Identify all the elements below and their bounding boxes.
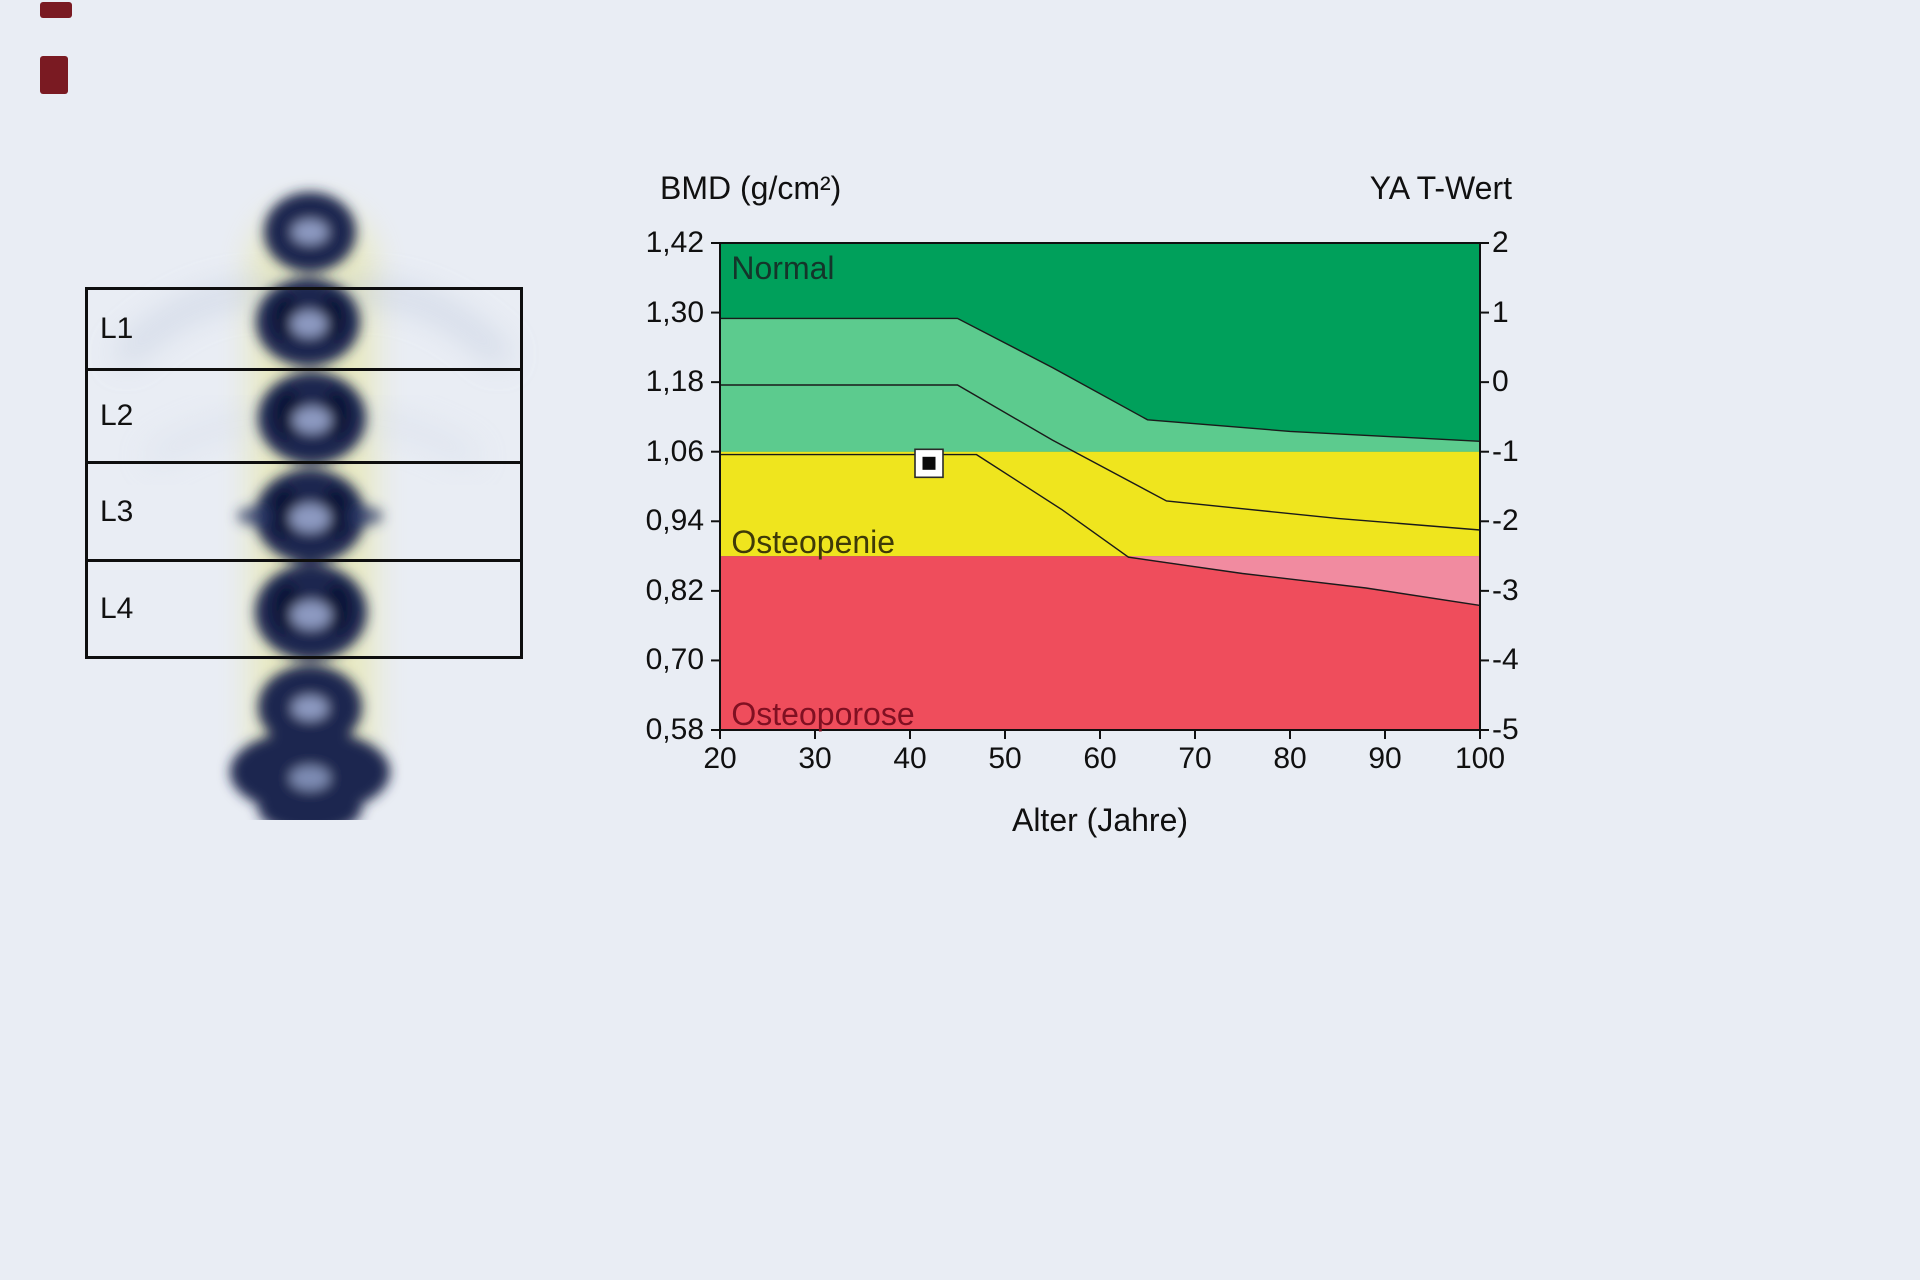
roi-label-l4: L4 [100,592,134,625]
roi-box-l1: L1 [85,287,523,371]
roi-label-l2: L2 [100,399,134,432]
roi-label-l3: L3 [100,494,134,528]
x-axis-tick-label: 30 [798,742,832,775]
x-axis-tick-label: 40 [893,742,927,775]
bmd-plot-area [711,242,1489,739]
y-axis-left-tick-label: 0,58 [645,713,704,746]
y-axis-right-tick-label: -3 [1492,573,1519,607]
y-axis-left-tick-label: 1,30 [645,295,704,329]
y-axis-left-tick-label: 1,42 [645,226,704,259]
y-axis-left-tick-label: 1,18 [645,365,704,399]
photo-artifact [40,2,72,18]
photo-artifact [40,56,68,94]
roi-label-l1: L1 [100,312,134,345]
y-axis-right-tick-label: 1 [1492,295,1509,329]
roi-box-l4: L4 [85,559,523,659]
roi-box-l3: L3 [85,461,523,562]
y-axis-left-tick-label: 0,82 [645,573,704,607]
x-axis-tick-label: 80 [1273,742,1307,775]
y-axis-right-tick-label: -2 [1492,504,1519,538]
spine-scan-panel: L1 L2 L3 L4 [0,0,620,900]
y-axis-right-tick-label: 0 [1492,365,1509,399]
x-axis-label: Alter (Jahre) [1011,802,1189,838]
x-axis-tick-label: 20 [703,742,737,775]
y-axis-right-tick-label: -4 [1492,643,1519,677]
y-axis-right-tick-label: -1 [1492,434,1519,468]
roi-boxes: L1 L2 L3 L4 [85,287,523,659]
y-axis-right-tick-label: -5 [1492,713,1519,746]
x-axis-tick-label: 60 [1083,742,1117,775]
y-axis-left-tick-label: 1,06 [645,434,704,468]
y-axis-left-tick-label: 0,70 [645,643,704,677]
y-axis-right-tick-label: 2 [1492,226,1509,259]
spine-scan-image [114,192,511,820]
chart-title-bmd: BMD (g/cm²) [660,170,842,206]
y-axis-left-tick-label: 0,94 [645,504,704,538]
roi-box-l2: L2 [85,368,523,464]
chart-title-t-wert: YA T-Wert [1369,170,1512,206]
x-axis-tick-label: 50 [988,742,1022,775]
x-axis-tick-label: 100 [1454,742,1506,775]
x-axis-tick-label: 90 [1368,742,1402,775]
x-axis-tick-label: 70 [1178,742,1212,775]
